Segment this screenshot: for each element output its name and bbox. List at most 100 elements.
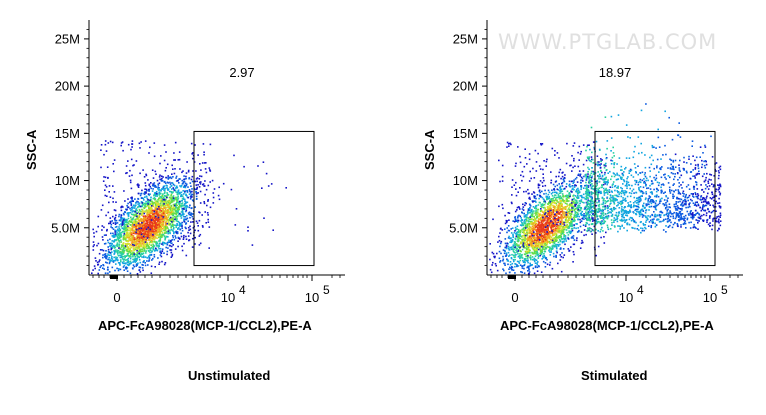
data-point xyxy=(163,203,165,205)
data-point xyxy=(136,212,139,215)
data-point xyxy=(143,207,146,210)
data-point xyxy=(547,207,549,210)
data-point xyxy=(529,231,531,234)
data-point xyxy=(150,219,153,221)
data-point xyxy=(162,196,165,199)
data-point xyxy=(566,221,568,224)
data-point xyxy=(119,235,122,237)
data-point xyxy=(93,244,95,246)
data-point xyxy=(151,190,154,192)
data-point xyxy=(588,192,591,195)
data-point xyxy=(139,235,141,237)
data-point xyxy=(148,257,151,259)
data-point xyxy=(97,225,99,228)
data-point xyxy=(551,231,554,234)
data-point xyxy=(138,214,141,217)
data-point xyxy=(169,216,172,219)
data-point xyxy=(170,220,172,222)
data-point xyxy=(143,210,146,213)
data-point xyxy=(133,251,135,254)
data-point xyxy=(166,218,169,221)
data-point xyxy=(192,227,195,229)
data-point xyxy=(165,221,167,224)
data-point xyxy=(551,248,553,250)
data-point xyxy=(159,195,161,198)
data-point xyxy=(145,222,147,225)
data-point xyxy=(529,257,532,259)
data-point xyxy=(130,216,132,219)
data-point xyxy=(131,146,133,148)
data-point xyxy=(150,206,152,208)
data-point xyxy=(575,191,578,193)
data-point xyxy=(130,246,133,249)
data-point xyxy=(170,206,173,209)
data-point xyxy=(589,184,592,187)
data-point xyxy=(118,213,121,216)
data-point xyxy=(94,257,97,259)
data-point xyxy=(112,244,115,247)
data-point xyxy=(133,260,135,263)
data-point xyxy=(569,194,571,196)
data-point xyxy=(119,229,122,232)
data-point xyxy=(102,239,104,241)
data-point xyxy=(543,200,545,203)
data-point xyxy=(152,202,154,205)
data-point xyxy=(579,202,581,205)
data-point xyxy=(158,182,161,184)
data-point xyxy=(573,159,575,162)
data-point xyxy=(98,252,101,255)
data-point xyxy=(140,212,142,215)
data-point xyxy=(123,213,125,216)
data-point xyxy=(139,232,141,234)
data-point xyxy=(153,184,156,186)
data-point xyxy=(149,249,152,251)
data-point xyxy=(525,225,527,228)
data-point xyxy=(547,203,549,205)
data-point xyxy=(149,223,152,226)
data-point xyxy=(124,200,126,202)
data-point xyxy=(189,216,191,219)
data-point xyxy=(138,184,140,186)
data-point xyxy=(153,232,156,234)
data-point xyxy=(537,212,540,215)
data-point xyxy=(190,178,193,181)
data-point xyxy=(247,230,249,232)
data-point xyxy=(141,202,143,204)
data-point xyxy=(185,175,187,178)
data-point xyxy=(147,215,150,218)
data-point xyxy=(173,189,176,191)
data-point xyxy=(148,214,150,216)
data-point xyxy=(546,246,549,248)
data-point xyxy=(160,221,163,224)
data-point xyxy=(175,230,178,233)
data-point xyxy=(177,193,179,195)
data-point xyxy=(537,204,540,206)
data-point xyxy=(207,200,209,202)
data-point xyxy=(579,181,582,184)
data-point xyxy=(510,237,512,239)
data-point xyxy=(172,176,174,178)
data-point xyxy=(159,233,161,236)
data-point xyxy=(568,200,570,202)
data-point xyxy=(563,233,565,236)
data-point xyxy=(548,205,551,207)
data-point xyxy=(112,215,114,218)
data-point xyxy=(556,243,559,246)
data-point xyxy=(145,234,147,237)
data-point xyxy=(561,220,564,223)
data-point xyxy=(153,240,156,243)
data-point xyxy=(126,172,128,174)
data-point xyxy=(523,221,525,223)
data-point xyxy=(154,170,157,173)
data-point xyxy=(571,220,574,222)
data-point xyxy=(140,238,142,241)
data-point xyxy=(115,251,117,253)
data-point xyxy=(144,140,147,142)
data-point xyxy=(569,208,571,211)
data-point xyxy=(158,213,160,216)
data-point xyxy=(591,220,594,222)
data-point xyxy=(257,165,259,167)
data-point xyxy=(528,271,531,273)
data-point xyxy=(573,200,575,203)
data-point xyxy=(177,191,179,193)
